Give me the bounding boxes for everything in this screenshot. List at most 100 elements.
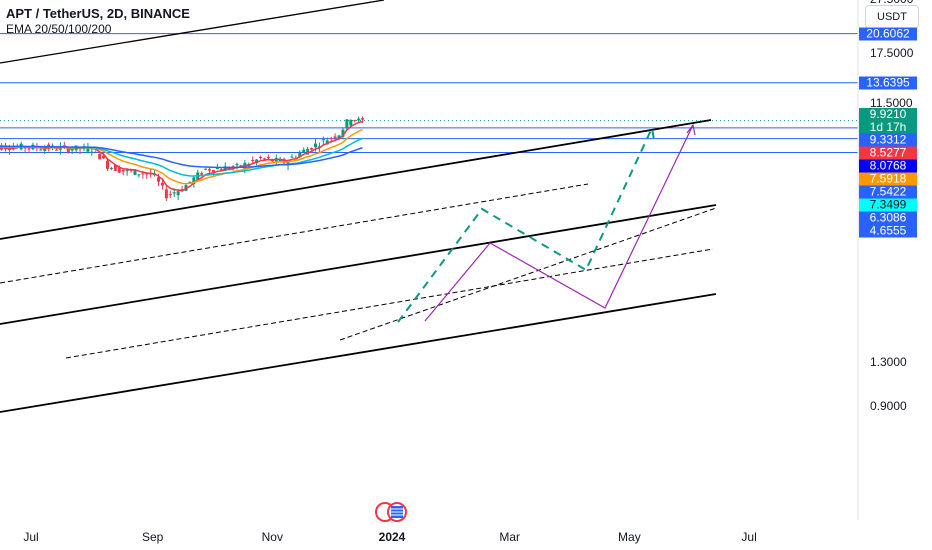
candle-body [219, 169, 223, 171]
time-tick-label: Jul [741, 530, 757, 544]
candle-body [310, 147, 314, 150]
candle-body [211, 170, 215, 173]
candle-body [353, 120, 357, 122]
candle-body [113, 164, 117, 171]
time-tick-label: Mar [499, 530, 521, 544]
trend-line [65, 248, 714, 359]
badge-value: 8.0768 [869, 158, 907, 173]
candle-body [337, 135, 341, 139]
candle-body [290, 156, 294, 158]
candle-body [239, 165, 243, 167]
candle-body [55, 149, 59, 151]
candle-body [325, 140, 329, 145]
candle-body [109, 167, 113, 169]
candle-body [262, 158, 266, 160]
price-tick-label: 0.9000 [870, 399, 907, 414]
candle-body [204, 168, 208, 170]
price-level-badge: 20.6062 [859, 26, 917, 41]
candle-body [168, 194, 172, 196]
candle-body [227, 167, 231, 170]
candle-body [345, 119, 349, 128]
candle-body [157, 177, 161, 182]
trend-line [0, 293, 717, 413]
candle-body [160, 182, 164, 186]
badge-value: 13.6395 [866, 75, 910, 90]
trend-line [0, 183, 589, 284]
candle-body [255, 159, 259, 164]
candle-body [121, 169, 125, 172]
badge-value: 7.5422 [869, 184, 907, 199]
trend-line [0, 204, 717, 325]
candle-body [27, 148, 31, 150]
badge-value: 8.5277 [869, 145, 907, 160]
candle-body [208, 169, 212, 171]
price-level-badge: 7.5918 [859, 171, 917, 186]
ema-200-line [0, 145, 363, 169]
time-tick-label: 2024 [378, 530, 406, 544]
candle-body [235, 164, 239, 166]
candle-body [341, 129, 345, 137]
candle-body [98, 153, 102, 160]
candle-body [286, 160, 290, 166]
tradingview-flag-icon[interactable] [374, 501, 408, 523]
candle-body [333, 136, 337, 138]
candle-body [278, 159, 282, 162]
candle-body [298, 152, 302, 158]
candle-body [133, 169, 137, 175]
time-tick-label: Sep [141, 530, 164, 544]
candle-body [125, 169, 129, 172]
candle-body [90, 151, 94, 153]
badge-value: 7.5918 [869, 171, 907, 186]
indicator-label[interactable]: EMA 20/50/100/200 [6, 22, 112, 36]
chart-legend: APT / TetherUS, 2D, BINANCE EMA 20/50/10… [6, 6, 190, 37]
currency-button[interactable]: USDT [865, 5, 919, 29]
price-level-badge: 6.3086 [859, 211, 917, 225]
time-tick-label: Nov [261, 530, 283, 544]
price-level-badge: 8.5277 [859, 145, 917, 160]
trend-line [339, 207, 717, 341]
candle-body [39, 149, 43, 151]
badge-value: 7.3499 [869, 197, 907, 212]
candle-body [172, 192, 176, 194]
candle-body [66, 147, 70, 152]
candle-body [141, 173, 145, 175]
projection-path-alternate [424, 124, 694, 322]
price-level-badge: 7.5422 [859, 184, 917, 199]
candle-body [7, 149, 11, 151]
price-tick-label: 1.3000 [870, 355, 907, 370]
badge-value: 9.3312 [869, 132, 907, 147]
ema-50-line [0, 128, 363, 185]
time-tick-label: May [618, 530, 641, 544]
candle-body [200, 172, 204, 175]
candle-body [302, 149, 306, 153]
badge-value: 20.6062 [866, 26, 910, 41]
price-tick-label: 27.5000 [870, 0, 913, 6]
candle-body [70, 149, 74, 151]
candle-body [317, 146, 321, 148]
candle-body [106, 160, 110, 169]
badge-value: 9.9210 [869, 106, 907, 121]
price-level-badge: 9.3312 [859, 132, 917, 147]
candle-body [215, 168, 219, 170]
price-level-badge: 8.0768 [859, 158, 917, 173]
candle-body [251, 160, 255, 162]
candle-body [329, 138, 333, 140]
candle-body [266, 157, 270, 159]
candle-body [259, 156, 263, 159]
trend-line [0, 119, 712, 240]
bar-countdown: 1d 17h [869, 119, 907, 134]
candle-body [192, 177, 196, 185]
candle-body [86, 147, 90, 152]
candle-body [62, 145, 66, 147]
projection-path-bullish [397, 124, 655, 323]
candle-body [102, 155, 106, 159]
candle-body [117, 167, 121, 173]
candle-body [176, 191, 180, 196]
symbol-title[interactable]: APT / TetherUS, 2D, BINANCE [6, 6, 190, 21]
candle-body [164, 189, 168, 199]
candle-body [306, 148, 310, 155]
trend-line [0, 0, 385, 64]
candle-body [153, 174, 157, 176]
candle-body [313, 143, 317, 148]
